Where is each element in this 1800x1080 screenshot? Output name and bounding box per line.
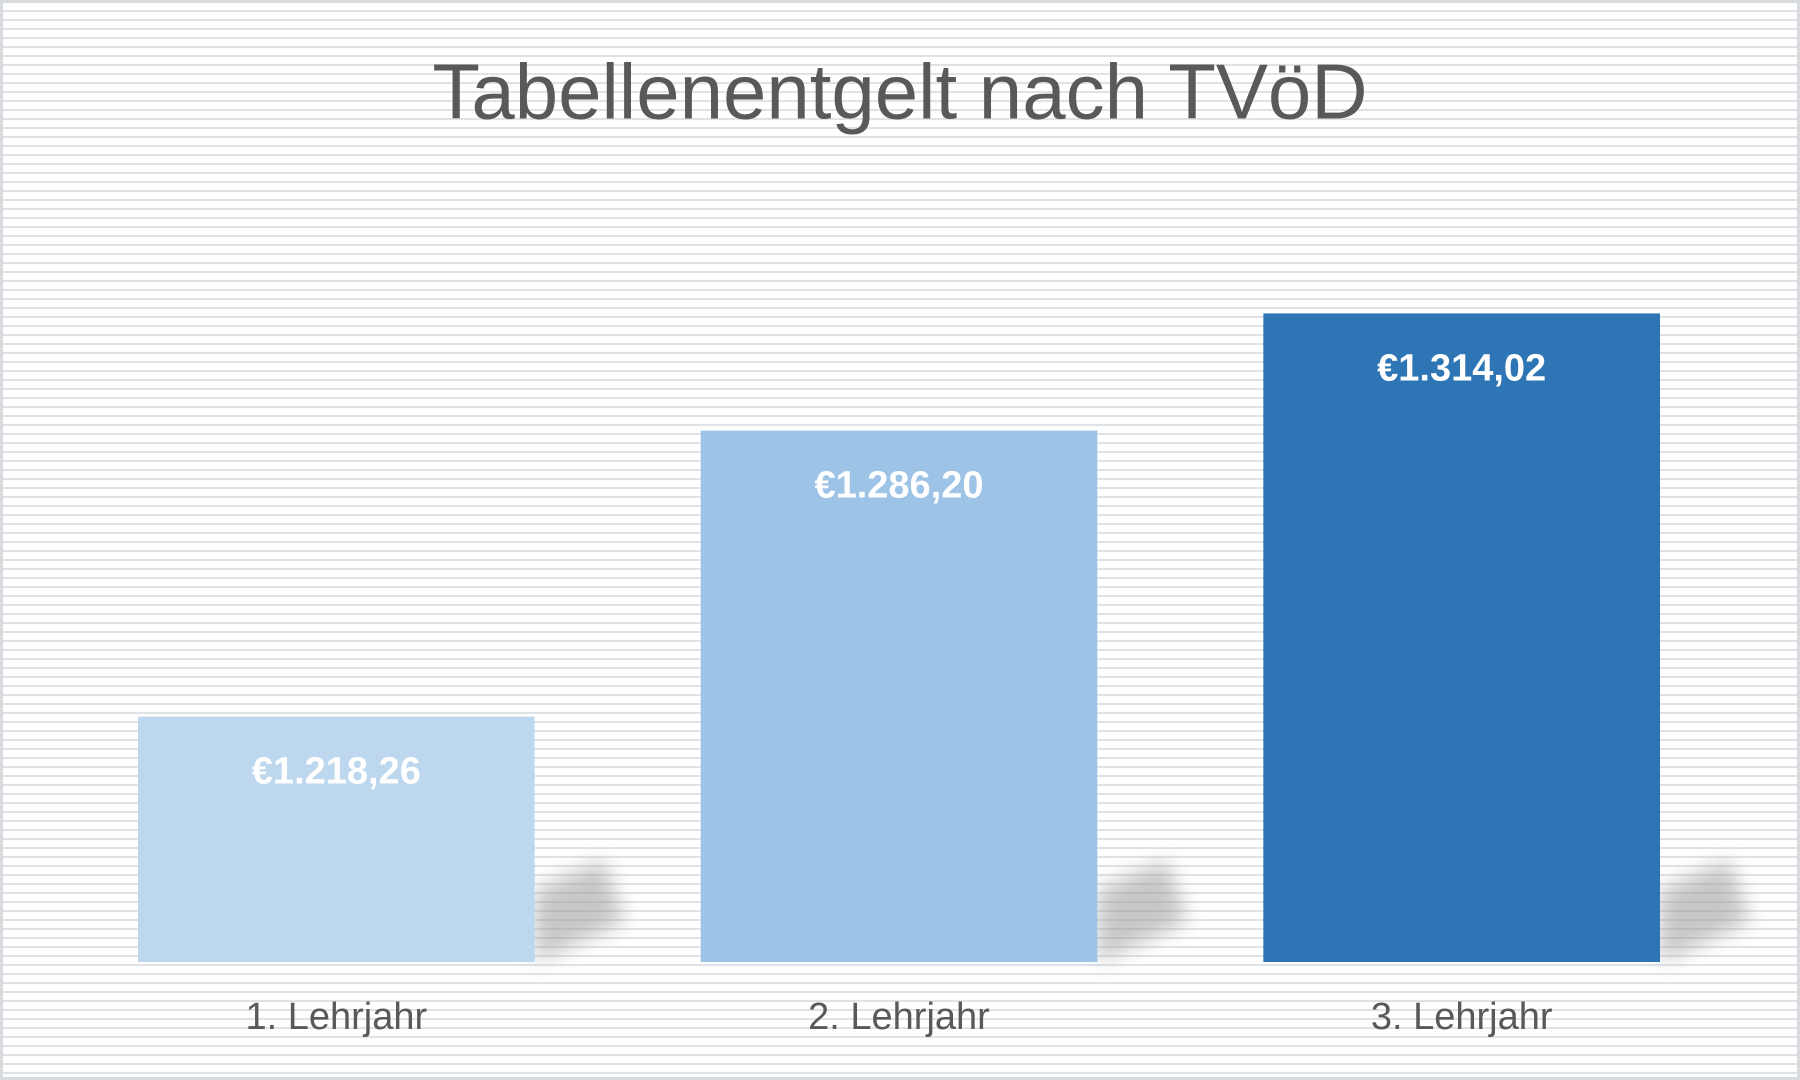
value-label: €1.314,02	[1377, 347, 1546, 389]
bar	[1263, 313, 1661, 962]
bar	[137, 716, 535, 962]
bar-shadow	[1097, 860, 1188, 962]
bar-shadow	[534, 860, 625, 962]
x-tick-label: 2. Lehrjahr	[808, 996, 990, 1038]
bar	[700, 430, 1098, 963]
value-label: €1.218,26	[252, 751, 421, 793]
chart: Tabellenentgelt nach TVöD 1. Lehrjahr €1.…	[137, 48, 1751, 1038]
chart-title: Tabellenentgelt nach TVöD	[432, 48, 1367, 136]
x-tick-label: 3. Lehrjahr	[1371, 996, 1553, 1038]
bar-shadow	[1660, 860, 1751, 962]
value-label: €1.286,20	[814, 465, 983, 507]
x-tick-label: 1. Lehrjahr	[245, 996, 427, 1038]
